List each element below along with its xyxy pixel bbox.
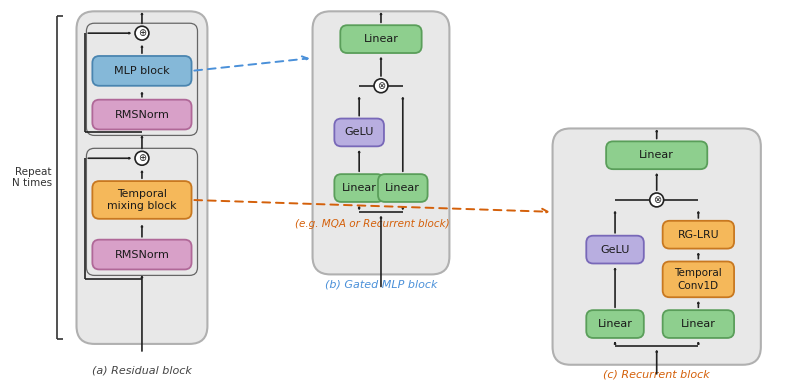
Text: Linear: Linear — [681, 319, 716, 329]
Text: GeLU: GeLU — [600, 245, 630, 255]
FancyBboxPatch shape — [663, 310, 734, 338]
Text: Linear: Linear — [639, 150, 674, 160]
Text: Linear: Linear — [342, 183, 377, 193]
FancyBboxPatch shape — [606, 141, 707, 169]
FancyBboxPatch shape — [77, 11, 208, 344]
Text: Repeat
N times: Repeat N times — [12, 167, 51, 188]
FancyBboxPatch shape — [552, 129, 761, 365]
Text: Temporal
Conv1D: Temporal Conv1D — [675, 268, 722, 291]
FancyBboxPatch shape — [586, 236, 644, 264]
FancyBboxPatch shape — [586, 310, 644, 338]
FancyBboxPatch shape — [334, 119, 384, 146]
Text: Temporal
mixing block: Temporal mixing block — [107, 189, 177, 211]
Text: (e.g. MQA or Recurrent block): (e.g. MQA or Recurrent block) — [295, 219, 450, 229]
Circle shape — [135, 26, 149, 40]
Text: (c) Recurrent block: (c) Recurrent block — [604, 370, 710, 380]
Circle shape — [135, 151, 149, 165]
FancyBboxPatch shape — [334, 174, 384, 202]
FancyBboxPatch shape — [92, 181, 191, 219]
FancyBboxPatch shape — [663, 221, 734, 249]
FancyBboxPatch shape — [92, 240, 191, 269]
FancyBboxPatch shape — [313, 11, 450, 274]
Text: GeLU: GeLU — [344, 127, 374, 137]
Text: Linear: Linear — [363, 34, 398, 44]
FancyBboxPatch shape — [92, 100, 191, 129]
Text: RMSNorm: RMSNorm — [115, 250, 169, 259]
FancyBboxPatch shape — [663, 261, 734, 297]
Text: ⊗: ⊗ — [377, 81, 385, 91]
Circle shape — [649, 193, 664, 207]
Text: RG-LRU: RG-LRU — [678, 230, 719, 240]
FancyBboxPatch shape — [340, 25, 422, 53]
Circle shape — [374, 79, 388, 93]
FancyBboxPatch shape — [92, 56, 191, 86]
Text: (a) Residual block: (a) Residual block — [92, 366, 192, 376]
Text: ⊗: ⊗ — [653, 195, 660, 205]
Text: Linear: Linear — [386, 183, 420, 193]
Text: ⊕: ⊕ — [138, 153, 146, 163]
Text: Linear: Linear — [597, 319, 633, 329]
FancyBboxPatch shape — [378, 174, 427, 202]
Text: ⊕: ⊕ — [138, 28, 146, 38]
Text: (b) Gated MLP block: (b) Gated MLP block — [325, 279, 437, 290]
Text: MLP block: MLP block — [114, 66, 170, 76]
Text: RMSNorm: RMSNorm — [115, 110, 169, 120]
